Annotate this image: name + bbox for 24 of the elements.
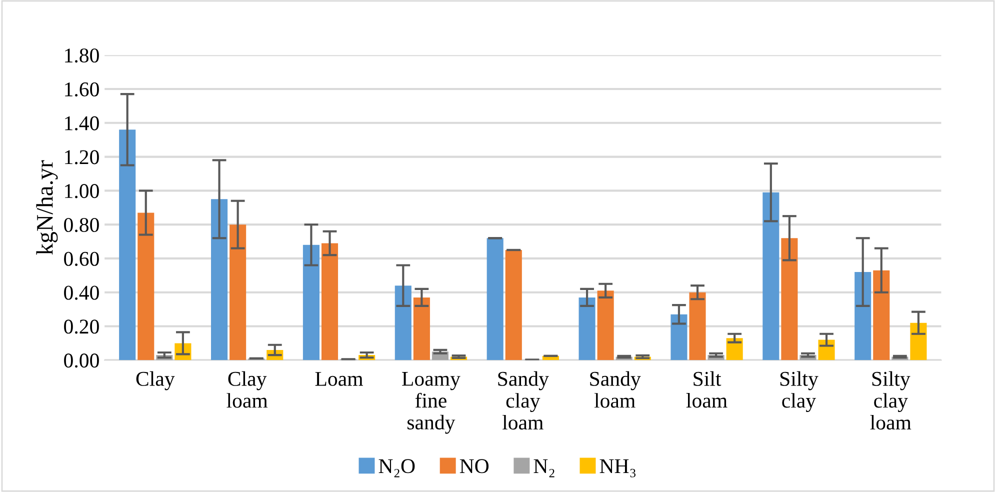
y-tick-label: 0.40 [64,286,99,300]
legend-label: NO [460,459,489,474]
legend-label: NH₃ [600,459,636,478]
x-tick-label: Sandy loam [590,371,641,408]
x-tick-label: Clay loam [226,371,268,408]
y-tick-label: 1.80 [65,48,99,63]
y-axis-title: kgN/ha.yr [36,160,58,255]
legend-label: N₂O [378,459,415,478]
legend-label: N₂ [534,459,554,478]
x-tick-label: Loamy fine sandy [402,372,460,434]
y-tick-label: 1.00 [65,184,99,198]
x-tick-label: Silty clay loam [870,371,912,430]
x-tick-label: Sandy clay loam [498,371,549,430]
y-tick-label: 1.20 [65,150,99,164]
x-tick-label: Loam [315,372,363,386]
y-tick-label: 0.60 [64,252,99,266]
x-tick-label: Clay [136,371,175,390]
x-tick-label: Silt loam [686,371,728,408]
y-tick-label: 0.00 [64,354,99,368]
x-tick-label: Silty clay [780,371,818,412]
y-tick-label: 0.20 [64,320,99,334]
y-tick-label: 1.40 [65,116,99,130]
y-tick-label: 0.80 [64,218,99,232]
y-tick-label: 1.60 [65,82,99,97]
